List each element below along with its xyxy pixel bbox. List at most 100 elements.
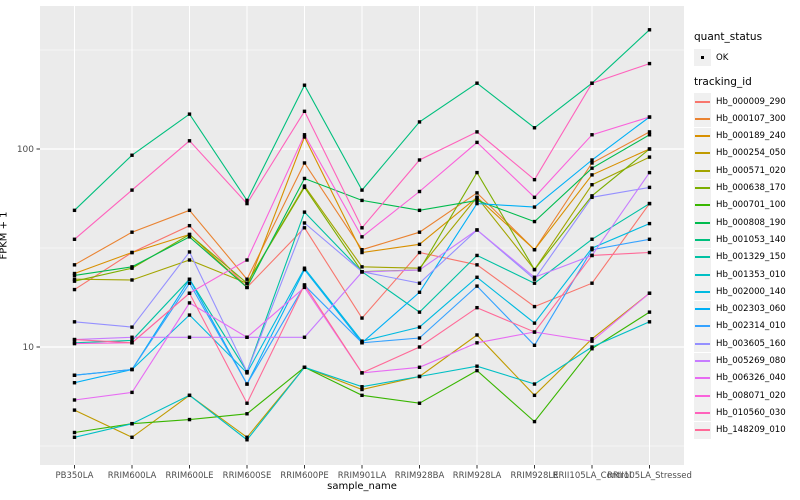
data-point: [187, 281, 192, 285]
data-point: [187, 277, 192, 281]
legend-color-line-icon: [695, 308, 710, 311]
legend-item-label: Hb_005269_080: [716, 356, 786, 366]
data-point: [302, 133, 307, 137]
data-point: [130, 250, 134, 255]
legend-color-line-icon: [695, 273, 710, 276]
data-point: [647, 147, 652, 151]
data-point: [302, 285, 307, 290]
legend-color-line-icon: [695, 117, 710, 120]
data-point: [417, 336, 422, 340]
data-point: [475, 275, 479, 279]
data-point: [130, 390, 134, 395]
legend-color-line-icon: [695, 342, 710, 345]
x-tick-label: RRIM600PE: [280, 471, 328, 481]
data-point: [245, 277, 249, 281]
data-point: [245, 438, 249, 442]
data-point: [647, 170, 652, 175]
legend-key-box: [694, 196, 711, 214]
data-point: [417, 290, 422, 294]
data-point: [647, 28, 652, 32]
data-point: [360, 248, 364, 252]
legend-item-Hb_001353_010: Hb_001353_010: [694, 266, 786, 283]
legend-item-label: Hb_000254_050: [716, 148, 786, 159]
legend-color-line-icon: [695, 100, 710, 103]
legend-item-Hb_008071_020: Hb_008071_020: [694, 387, 786, 405]
legend-item-label: Hb_002314_010: [716, 321, 786, 332]
data-point: [532, 126, 537, 130]
data-point: [590, 195, 594, 200]
legend-item-Hb_005269_080: Hb_005269_080: [694, 352, 786, 370]
data-point: [590, 339, 594, 343]
legend-key-box: [694, 110, 711, 128]
legend-color-line-icon: [695, 377, 710, 380]
data-point: [590, 281, 594, 285]
data-point: [360, 371, 364, 375]
data-point: [532, 304, 537, 309]
data-point: [417, 325, 422, 329]
legend-item-Hb_000701_100: Hb_000701_100: [694, 196, 786, 214]
data-point: [187, 335, 192, 339]
data-point: [590, 347, 594, 351]
x-tick-label: PB350LA: [56, 471, 94, 481]
legend-item-label: Hb_000571_020: [716, 165, 786, 176]
data-point: [360, 198, 364, 203]
legend-key-box: [694, 335, 711, 353]
x-tick-label: RRII105LA_Stressed: [607, 471, 692, 481]
legend-item-label: Hb_000009_290: [716, 96, 786, 107]
data-point: [647, 250, 652, 255]
data-point: [647, 115, 652, 119]
legend-key-box: [694, 214, 711, 232]
data-point: [245, 281, 249, 285]
legend-item-label: Hb_000107_300: [716, 113, 786, 124]
legend-item-label: Hb_010560_030: [716, 407, 786, 418]
data-point: [417, 250, 422, 255]
data-point: [130, 335, 134, 339]
data-point: [475, 198, 479, 203]
legend-key-box: [694, 404, 711, 422]
legend-item-label: Hb_006326_040: [716, 373, 786, 384]
x-tick-label: RRIM600LE: [166, 471, 214, 481]
data-point: [475, 341, 479, 345]
data-point: [532, 195, 537, 200]
data-point: [417, 281, 422, 285]
legend-key-box: [694, 300, 711, 318]
data-point: [532, 177, 537, 182]
data-point: [475, 263, 479, 267]
legend-item-label: Hb_000638_170: [716, 183, 786, 193]
legend-item-Hb_000009_290: Hb_000009_290: [694, 93, 786, 110]
data-point: [590, 173, 594, 177]
data-point: [72, 320, 77, 324]
legend-item-Hb_000107_300: Hb_000107_300: [694, 110, 786, 128]
legend-item-Hb_001329_150: Hb_001329_150: [694, 248, 786, 266]
data-point: [302, 161, 307, 165]
legend-color-line-icon: [695, 290, 710, 293]
data-point: [475, 305, 479, 310]
legend-item-Hb_000571_020: Hb_000571_020: [694, 162, 786, 180]
x-axis-title: sample_name: [327, 481, 397, 492]
legend-item-label: Hb_001053_140: [716, 234, 786, 245]
legend-key-box: [694, 144, 711, 162]
data-point: [532, 275, 537, 279]
legend-item-label: Hb_000189_240: [716, 131, 786, 142]
data-point: [245, 258, 249, 262]
data-point: [532, 267, 537, 272]
legend-title-quant-status: quant_status: [694, 31, 763, 43]
data-point: [302, 210, 307, 214]
legend-item-ok: OK: [694, 49, 728, 66]
legend-key-box: [694, 127, 711, 145]
data-point: [360, 235, 364, 239]
data-point: [72, 381, 77, 385]
legend-key-box: [694, 248, 711, 266]
data-point: [475, 228, 479, 232]
data-point: [475, 81, 479, 85]
data-point: [475, 364, 479, 368]
y-tick-label: 100: [17, 145, 34, 155]
data-point: [302, 365, 307, 369]
legend-key-box: [694, 231, 711, 249]
legend-item-label: Hb_000701_100: [716, 200, 786, 211]
data-point: [72, 208, 77, 213]
y-tick-label: 10: [23, 343, 35, 353]
data-point: [72, 263, 77, 267]
data-point: [302, 185, 307, 190]
